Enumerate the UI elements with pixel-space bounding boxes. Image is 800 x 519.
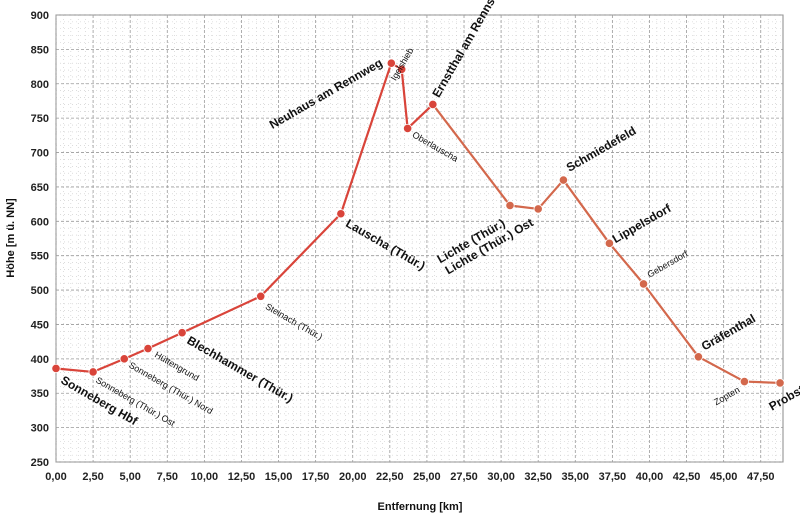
y-tick-label: 650 [31,182,49,194]
y-axis-title: Höhe [m ü. NN] [5,198,17,278]
line-segment [339,62,393,215]
line-segment [146,331,184,350]
line-segment [259,212,342,298]
line-segment [608,242,645,285]
x-tick-label: 2,50 [82,471,103,483]
x-tick-label: 25,00 [413,471,441,483]
y-tick-label: 700 [31,148,49,160]
data-point [51,363,61,374]
data-point [693,352,704,362]
y-tick-label: 400 [31,354,49,366]
line-segment [508,204,540,211]
y-tick-label: 250 [31,457,49,469]
line-segment [431,103,512,207]
data-point [143,343,153,354]
x-tick-label: 35,00 [562,471,590,483]
y-tick-label: 350 [31,388,49,400]
data-point [558,175,569,185]
line-segment [642,282,700,358]
x-tick-label: 45,00 [710,471,738,483]
y-tick-label: 800 [31,79,49,91]
x-tick-label: 20,00 [339,471,367,483]
y-tick-labels: 250 300 350 400 450 500 550 600 650 700 750 800 850 9… [31,10,49,469]
data-point [397,64,407,74]
x-axis-title: Entfernung [km] [378,501,463,513]
data-point [739,376,750,387]
x-tick-label: 37,50 [599,471,627,483]
data-point [604,238,615,248]
line-segment [181,295,262,334]
data-point [533,204,543,214]
y-tick-label: 750 [31,113,49,125]
data-point [336,209,346,219]
plot-area [55,14,784,463]
y-tick-label: 850 [31,44,49,56]
line-segment [406,103,434,130]
data-point [505,200,515,211]
data-point [428,99,438,110]
y-tick-label: 300 [31,423,49,435]
line-segment [54,367,95,374]
y-tick-label: 900 [31,10,49,22]
data-point [775,378,785,388]
grid [55,14,783,463]
data-point [403,123,413,134]
x-tick-label: 30,00 [487,471,515,483]
x-tick-label: 10,00 [191,471,219,483]
data-point [256,291,266,301]
x-tick-label: 22,50 [376,471,404,483]
y-tick-label: 450 [31,319,49,331]
line-segment [91,357,126,374]
x-tick-label: 0,00 [45,471,66,483]
x-tick-label: 42,50 [673,471,701,483]
y-tick-label: 600 [31,216,49,228]
x-tick-label: 5,00 [119,471,140,483]
x-tick-label: 47,50 [747,471,775,483]
line-segment [697,355,746,383]
x-tick-label: 12,50 [228,471,256,483]
line-segment [743,380,782,385]
data-point [119,354,129,364]
x-tick-label: 40,00 [636,471,664,483]
x-tick-label: 7,50 [157,471,178,483]
data-point [177,328,187,338]
data-point [88,367,98,377]
x-tick-label: 32,50 [524,471,552,483]
point-markers [51,58,785,388]
line-segment [400,68,409,130]
data-point [386,58,396,68]
data-point [638,279,649,289]
x-tick-label: 27,50 [450,471,478,483]
x-tick-label: 17,50 [302,471,330,483]
y-tick-label: 550 [31,251,49,263]
x-tick-labels: 0,00 2,50 5,00 7,50 10,00 12,50 15,00 17,50 20,0… [45,471,774,483]
line-segment [562,178,611,245]
x-tick-label: 15,00 [265,471,293,483]
line-segment [537,178,565,211]
y-tick-label: 500 [31,285,49,297]
